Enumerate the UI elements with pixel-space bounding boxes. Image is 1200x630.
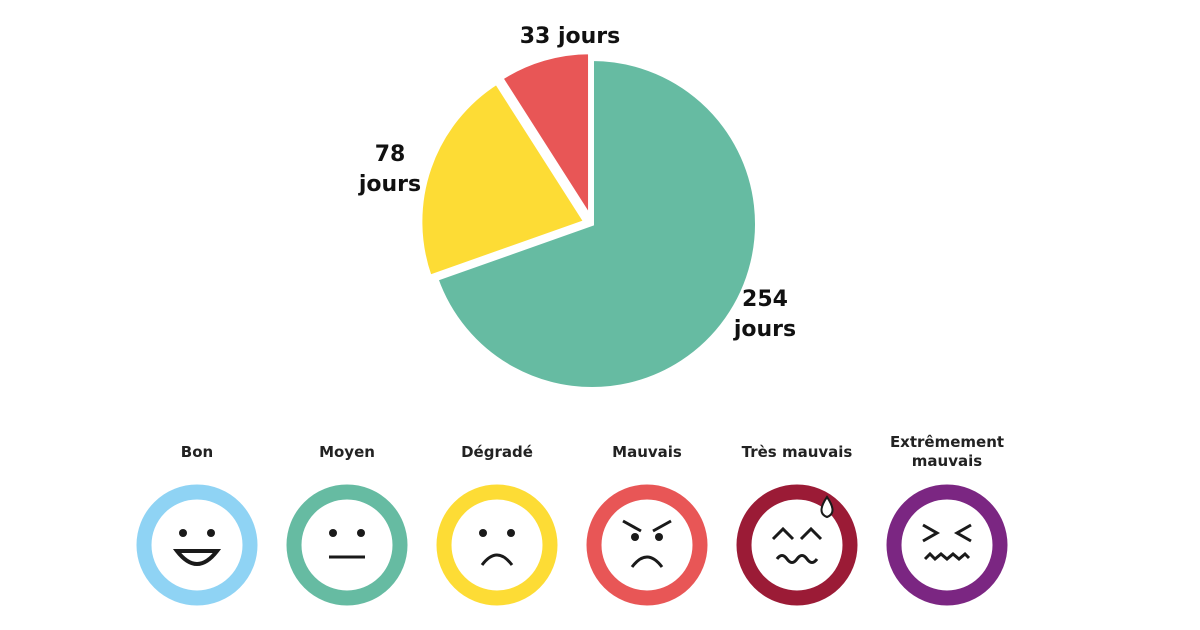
mouth	[630, 555, 664, 568]
slice-label: 33 jours	[519, 24, 621, 49]
mouth	[480, 553, 514, 566]
legend-ring	[586, 484, 708, 606]
eye	[631, 533, 639, 541]
legend-ring	[886, 484, 1008, 606]
legend-label: Extrêmement mauvais	[889, 433, 1005, 470]
slice-label: 254 jours	[733, 287, 797, 342]
brow	[622, 519, 672, 533]
legend-item	[586, 484, 708, 606]
eye	[507, 529, 515, 537]
mouth	[775, 554, 819, 564]
legend-item	[886, 484, 1008, 606]
legend-ring	[736, 484, 858, 606]
eye	[655, 533, 663, 541]
legend-label: Très mauvais	[741, 442, 853, 461]
legend-label: Bon	[180, 442, 214, 461]
legend-item	[136, 484, 258, 606]
eye	[179, 529, 187, 537]
legend-ring	[136, 484, 258, 606]
legend-item	[736, 484, 858, 606]
mouth	[172, 549, 222, 566]
eye	[357, 529, 365, 537]
legend-ring	[436, 484, 558, 606]
legend-item	[436, 484, 558, 606]
eye	[479, 529, 487, 537]
legend-label: Moyen	[319, 442, 375, 461]
pie-slice	[433, 56, 759, 391]
eyes	[922, 523, 972, 543]
legend-ring	[286, 484, 408, 606]
drop	[820, 495, 834, 519]
mouth	[923, 551, 971, 562]
legend-label: Mauvais	[612, 442, 682, 461]
legend-item	[286, 484, 408, 606]
legend-label: Dégradé	[461, 442, 533, 461]
pie-slice	[498, 50, 593, 225]
slice-label: 78 jours	[358, 142, 422, 197]
eyes	[771, 526, 823, 541]
eye	[207, 529, 215, 537]
eye	[329, 529, 337, 537]
pie-slice	[418, 79, 589, 280]
